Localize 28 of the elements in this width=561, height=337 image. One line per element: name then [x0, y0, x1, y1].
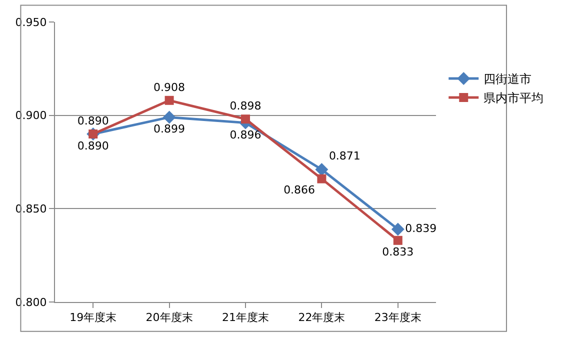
data-label: 0.899 [154, 122, 186, 136]
data-label: 0.839 [405, 222, 437, 235]
point [393, 236, 402, 245]
point [391, 222, 404, 236]
x-tick-label: 23年度末 [374, 311, 422, 324]
data-label: 0.833 [382, 245, 414, 258]
legend-label: 県内市平均 [484, 91, 544, 106]
x-tick-label: 20年度末 [146, 311, 193, 324]
y-tick-label: 0.800 [15, 296, 47, 309]
y-tick-label: 0.950 [15, 16, 47, 29]
data-label: 0.890 [77, 140, 109, 152]
y-tick-label: 0.850 [15, 202, 47, 216]
point [317, 174, 326, 184]
point [162, 110, 176, 124]
point [315, 162, 328, 176]
x-tick-label: 21年度末 [222, 311, 269, 324]
point [164, 96, 174, 105]
x-tick-label: 19年度末 [70, 311, 117, 324]
point [241, 114, 250, 124]
y-tick-label: 0.900 [15, 109, 47, 122]
x-tick-label: 22年度末 [298, 311, 346, 324]
data-label: 0.908 [154, 81, 186, 94]
data-label: 0.871 [328, 149, 360, 162]
data-label: 0.890 [77, 114, 109, 128]
legend-label: 四街道市 [484, 72, 532, 86]
data-label: 0.898 [230, 100, 262, 113]
data-label: 0.896 [230, 128, 262, 142]
data-label: 0.866 [284, 184, 316, 197]
